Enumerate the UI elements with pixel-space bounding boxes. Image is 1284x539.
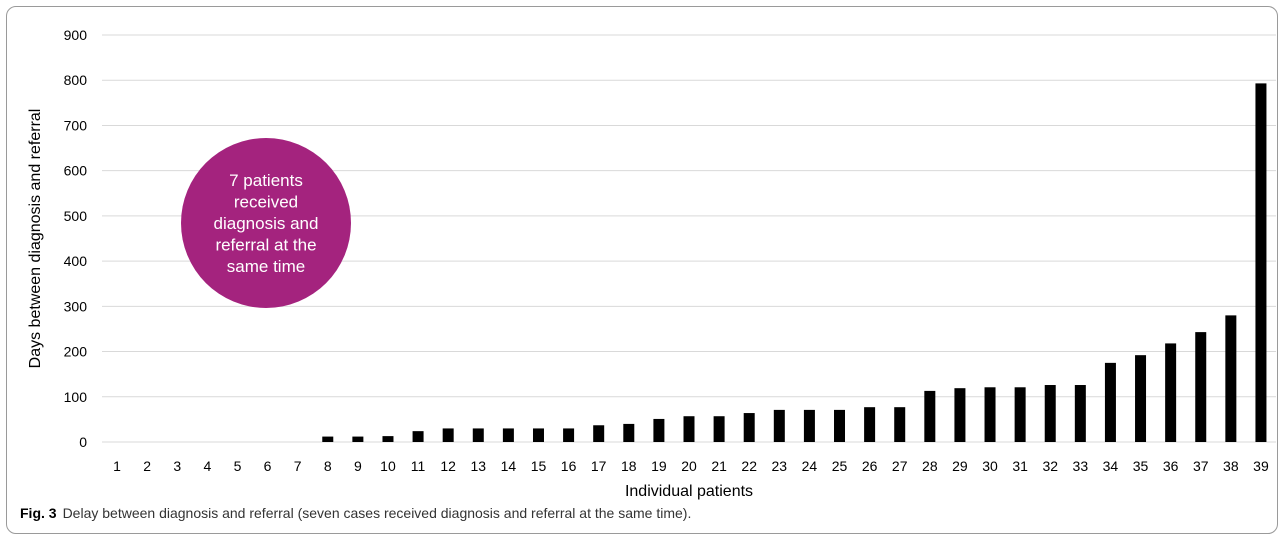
bar: [442, 428, 454, 442]
x-tick-label: 39: [1253, 458, 1269, 474]
y-tick-labels: 0 100 200 300 400 500 600 700 800 900: [64, 27, 88, 450]
annotation-line: 7 patients: [229, 171, 303, 190]
bar: [623, 423, 635, 442]
y-tick-label: 600: [64, 163, 88, 179]
caption-text: Delay between diagnosis and referral (se…: [62, 505, 692, 521]
y-tick-label: 500: [64, 208, 88, 224]
x-tick-label: 32: [1042, 458, 1058, 474]
bar: [653, 418, 665, 442]
bar: [472, 428, 484, 442]
x-axis-title: Individual patients: [625, 483, 753, 500]
x-tick-label: 21: [711, 458, 727, 474]
x-tick-label: 3: [173, 458, 181, 474]
bar: [1135, 355, 1147, 442]
x-tick-label: 5: [234, 458, 242, 474]
bar: [683, 416, 695, 442]
x-tick-label: 2: [143, 458, 151, 474]
annotation-text: 7 patients received diagnosis and referral …: [214, 171, 319, 276]
x-tick-label: 20: [681, 458, 697, 474]
bar: [984, 387, 996, 442]
x-tick-label: 34: [1103, 458, 1119, 474]
bar: [773, 409, 785, 442]
bar: [834, 409, 846, 442]
bar: [924, 390, 936, 442]
annotation-circle: [181, 138, 351, 308]
annotation-line: diagnosis and: [214, 214, 319, 233]
x-tick-label: 24: [802, 458, 818, 474]
x-tick-label: 22: [741, 458, 757, 474]
x-tick-label: 19: [651, 458, 667, 474]
bar: [1195, 332, 1207, 442]
y-tick-label: 900: [64, 27, 88, 43]
x-tick-label: 23: [772, 458, 788, 474]
y-tick-label: 700: [64, 117, 88, 133]
annotation-bubble: 7 patients received diagnosis and referral …: [181, 138, 351, 308]
x-tick-label: 14: [501, 458, 517, 474]
bar: [864, 407, 876, 442]
bars: [322, 83, 1267, 442]
y-tick-label: 100: [64, 389, 88, 405]
annotation-line: same time: [227, 257, 305, 276]
bar: [502, 428, 514, 442]
bar: [743, 413, 755, 442]
x-tick-label: 26: [862, 458, 878, 474]
bar: [382, 436, 394, 442]
bar: [1165, 343, 1177, 442]
x-tick-label: 35: [1133, 458, 1149, 474]
figure-label: Fig. 3: [20, 505, 57, 521]
bar: [412, 431, 424, 442]
x-tick-labels: 1 2 3 4 5 6 7 8 9 10 11 12 13 14 15 16 17 18 19 20 21 22 23 24 2…: [113, 458, 1269, 474]
x-tick-label: 7: [294, 458, 302, 474]
bar: [1014, 387, 1026, 442]
bar: [803, 409, 815, 442]
bar: [532, 428, 544, 442]
bar: [322, 436, 334, 442]
x-tick-label: 37: [1193, 458, 1209, 474]
bar: [1104, 362, 1116, 442]
y-tick-label: 300: [64, 298, 88, 314]
x-tick-label: 16: [561, 458, 577, 474]
x-tick-label: 9: [354, 458, 362, 474]
x-tick-label: 11: [411, 458, 426, 474]
x-tick-label: 4: [203, 458, 211, 474]
x-tick-label: 12: [440, 458, 456, 474]
x-tick-label: 17: [591, 458, 607, 474]
annotation-line: received: [234, 193, 298, 212]
annotation-line: referral at the: [215, 236, 316, 255]
bar: [713, 416, 725, 442]
y-axis-title: Days between diagnosis and referral: [27, 109, 44, 369]
figure-caption: Fig. 3 Delay between diagnosis and referr…: [20, 505, 691, 521]
x-tick-label: 36: [1163, 458, 1179, 474]
x-tick-label: 1: [113, 458, 121, 474]
x-tick-label: 29: [952, 458, 968, 474]
y-tick-label: 200: [64, 344, 88, 360]
x-tick-label: 10: [380, 458, 396, 474]
y-tick-label: 0: [79, 434, 87, 450]
x-tick-label: 8: [324, 458, 332, 474]
x-tick-label: 6: [264, 458, 272, 474]
bar: [352, 436, 364, 442]
bar: [954, 388, 966, 442]
x-tick-label: 31: [1012, 458, 1028, 474]
x-tick-label: 27: [892, 458, 908, 474]
x-tick-label: 38: [1223, 458, 1239, 474]
x-tick-label: 28: [922, 458, 938, 474]
y-tick-label: 800: [64, 72, 88, 88]
bar: [1255, 83, 1267, 442]
y-tick-label: 400: [64, 253, 88, 269]
bar: [563, 428, 575, 442]
x-tick-label: 13: [470, 458, 486, 474]
x-tick-label: 33: [1073, 458, 1089, 474]
bar: [894, 407, 906, 442]
bar: [1044, 385, 1056, 442]
x-tick-label: 18: [621, 458, 637, 474]
bar: [593, 425, 605, 442]
bar: [1074, 385, 1086, 442]
bar: [1225, 315, 1237, 442]
x-tick-label: 25: [832, 458, 848, 474]
x-tick-label: 30: [982, 458, 998, 474]
x-tick-label: 15: [531, 458, 547, 474]
